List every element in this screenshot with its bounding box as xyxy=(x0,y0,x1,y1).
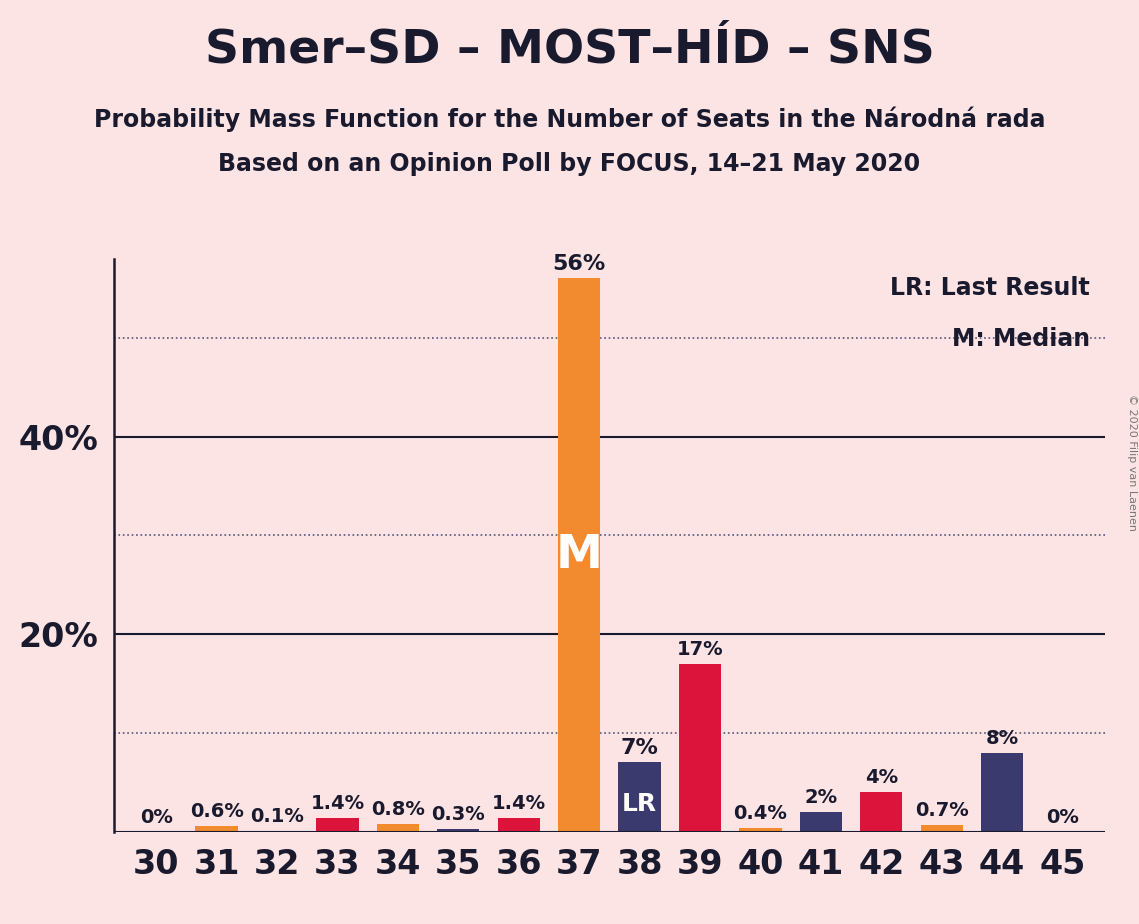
Text: 2%: 2% xyxy=(804,788,837,807)
Bar xyxy=(739,828,781,832)
Text: 0.6%: 0.6% xyxy=(190,802,244,821)
Bar xyxy=(317,818,359,832)
Text: Probability Mass Function for the Number of Seats in the Národná rada: Probability Mass Function for the Number… xyxy=(93,106,1046,132)
Text: Smer–SD – MOST–HÍD – SNS: Smer–SD – MOST–HÍD – SNS xyxy=(205,28,934,73)
Text: 0.1%: 0.1% xyxy=(251,807,304,826)
Text: 56%: 56% xyxy=(552,253,606,274)
Bar xyxy=(256,831,298,832)
Text: 17%: 17% xyxy=(677,639,723,659)
Text: 8%: 8% xyxy=(985,729,1018,748)
Bar xyxy=(498,818,540,832)
Text: 0.3%: 0.3% xyxy=(432,805,485,823)
Bar xyxy=(860,792,902,832)
Text: 0.7%: 0.7% xyxy=(915,801,968,820)
Text: 0.8%: 0.8% xyxy=(371,800,425,819)
Text: 0%: 0% xyxy=(1046,808,1079,827)
Text: 4%: 4% xyxy=(865,768,898,787)
Text: LR: LR xyxy=(622,792,657,816)
Bar xyxy=(437,829,480,832)
Bar xyxy=(377,823,419,832)
Text: 1.4%: 1.4% xyxy=(492,794,546,813)
Text: M: Median: M: Median xyxy=(952,327,1090,351)
Bar xyxy=(679,663,721,832)
Bar xyxy=(618,762,661,832)
Text: © 2020 Filip van Laenen: © 2020 Filip van Laenen xyxy=(1126,394,1137,530)
Text: 0%: 0% xyxy=(140,808,173,827)
Text: 7%: 7% xyxy=(621,737,658,758)
Text: M: M xyxy=(556,532,603,578)
Bar xyxy=(196,826,238,832)
Text: LR: Last Result: LR: Last Result xyxy=(891,276,1090,300)
Bar xyxy=(800,812,842,832)
Bar xyxy=(558,278,600,832)
Bar xyxy=(981,752,1023,832)
Bar xyxy=(920,825,962,832)
Text: 1.4%: 1.4% xyxy=(311,794,364,813)
Text: 0.4%: 0.4% xyxy=(734,804,787,822)
Text: Based on an Opinion Poll by FOCUS, 14–21 May 2020: Based on an Opinion Poll by FOCUS, 14–21… xyxy=(219,152,920,176)
